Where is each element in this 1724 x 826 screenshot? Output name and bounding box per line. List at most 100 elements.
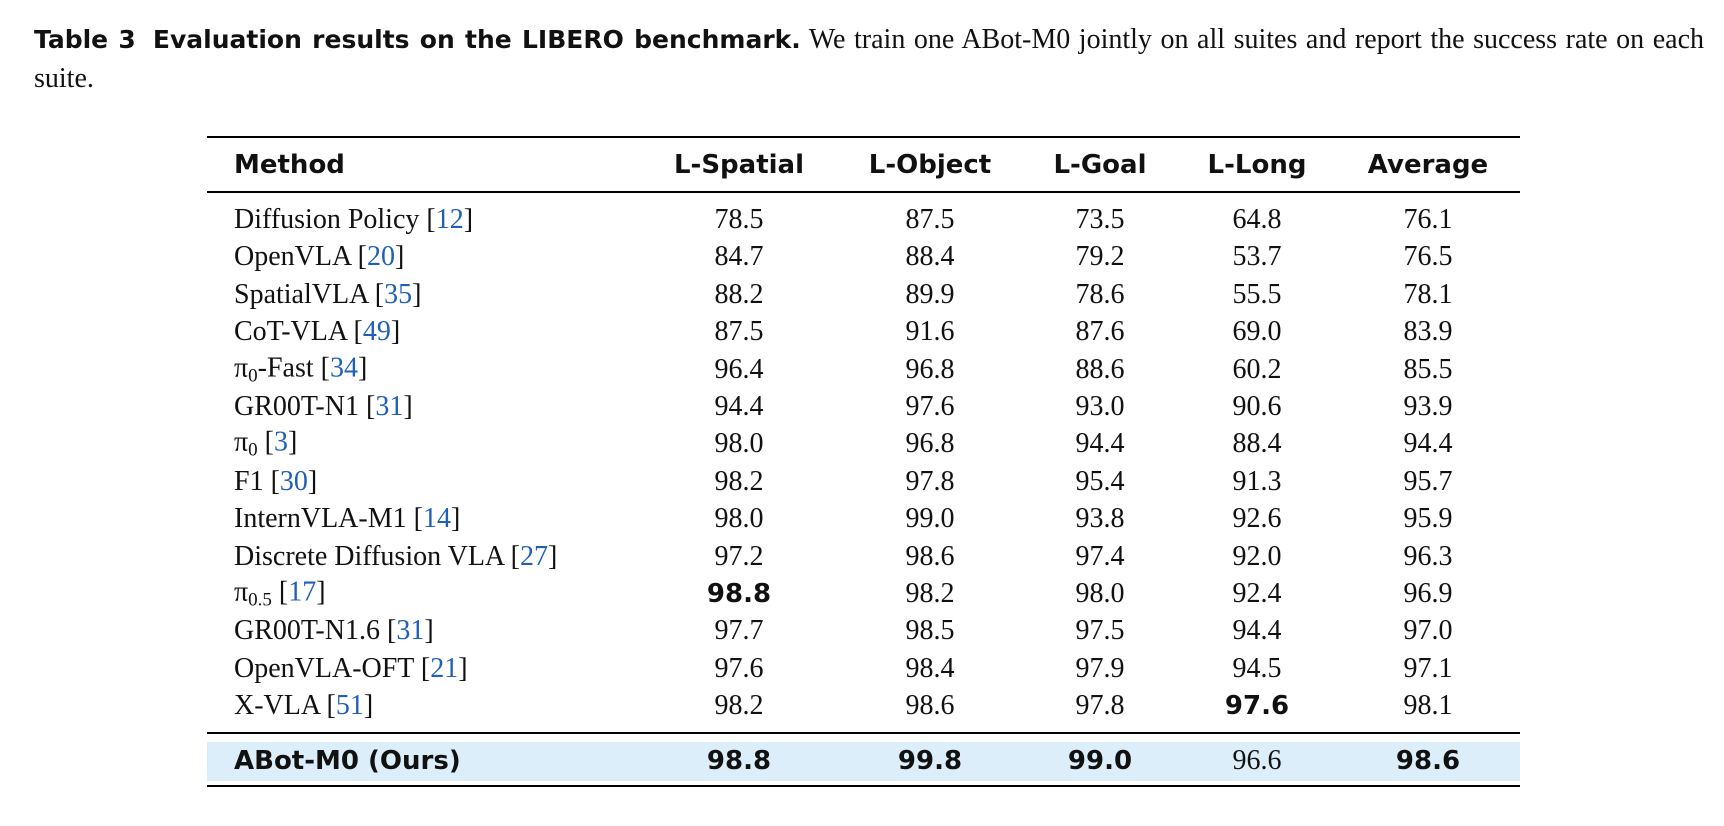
value-cell: 97.2 xyxy=(714,540,764,572)
value-cell: 76.5 xyxy=(1403,241,1453,273)
value-cell: 90.6 xyxy=(1232,391,1282,422)
method-subscript: 0 xyxy=(248,365,258,387)
caption: Table 3 Evaluation results on the LIBERO… xyxy=(34,20,1704,98)
value-cell: 89.9 xyxy=(905,278,955,310)
top-rule xyxy=(207,136,1520,138)
method-name: SpatialVLA xyxy=(234,278,368,310)
method-subscript: 0 xyxy=(248,439,258,461)
value-cell: 87.5 xyxy=(905,204,955,235)
citation: 21 xyxy=(421,653,468,684)
citation-number: 31 xyxy=(375,391,404,422)
value-cell: 79.2 xyxy=(1075,241,1125,273)
citation-number: 21 xyxy=(430,652,459,684)
method-name: OpenVLA xyxy=(234,241,351,273)
value-cell: 98.2 xyxy=(714,690,764,722)
method-name: GR00T-N1.6 xyxy=(234,615,380,647)
citation-number: 20 xyxy=(366,241,395,273)
citation: 12 xyxy=(426,204,473,235)
citation: 35 xyxy=(375,279,422,310)
value-cell: 98.0 xyxy=(714,428,764,460)
method-cell: GR00T-N1 31 xyxy=(234,391,413,423)
value-cell: 88.4 xyxy=(1232,428,1282,460)
method-cell: SpatialVLA 35 xyxy=(234,279,421,311)
header-cell: L-Long xyxy=(1207,150,1307,180)
value-cell: 95.7 xyxy=(1403,465,1453,497)
value-cell: 93.0 xyxy=(1075,391,1125,422)
citation-number: 51 xyxy=(335,690,364,722)
value-cell: 73.5 xyxy=(1075,204,1125,235)
value-cell: 96.8 xyxy=(905,353,955,385)
citation: 27 xyxy=(511,541,558,572)
value-cell: 98.1 xyxy=(1403,690,1453,722)
header-cell: L-Object xyxy=(868,150,992,180)
method-subscript: 0.5 xyxy=(248,589,272,611)
value-cell: 88.2 xyxy=(714,278,764,310)
citation-number: 30 xyxy=(279,465,308,497)
value-cell: 98.2 xyxy=(714,465,764,497)
value-cell: 85.5 xyxy=(1403,353,1453,385)
citation: 49 xyxy=(354,316,401,347)
method-name: GR00T-N1 xyxy=(234,391,359,422)
bottom-rule xyxy=(207,785,1520,787)
value-cell: 98.5 xyxy=(905,615,955,647)
method-cell: F1 30 xyxy=(234,466,317,498)
highlight-band xyxy=(207,742,1520,781)
citation: 34 xyxy=(321,352,368,383)
value-cell: 97.8 xyxy=(1075,690,1125,722)
value-cell: 91.6 xyxy=(905,316,955,348)
method-cell: GR00T-N1.6 31 xyxy=(234,615,434,647)
caption-label: Table 3 xyxy=(34,25,136,54)
value-cell: 64.8 xyxy=(1232,204,1282,235)
method-cell: π0 3 xyxy=(234,427,297,462)
citation-number: 27 xyxy=(519,540,548,572)
value-cell: 97.6 xyxy=(905,391,955,422)
method-name: π xyxy=(234,576,249,608)
caption-text: We train one ABot-M0 jointly on all suit… xyxy=(34,24,1705,94)
value-cell: 84.7 xyxy=(714,241,764,273)
value-cell: 95.9 xyxy=(1403,503,1453,535)
value-cell: 94.4 xyxy=(1232,615,1282,647)
value-cell: 96.3 xyxy=(1403,540,1453,572)
method-cell: CoT-VLA 49 xyxy=(234,316,400,348)
method-name: CoT-VLA xyxy=(234,316,347,348)
method-name: F1 xyxy=(234,465,264,497)
value-cell: 98.8 xyxy=(706,746,772,776)
method-name: X-VLA xyxy=(234,690,320,722)
value-cell: 98.6 xyxy=(905,540,955,572)
method-name: Diffusion Policy xyxy=(234,204,420,235)
value-cell: 97.8 xyxy=(905,465,955,497)
value-cell: 88.6 xyxy=(1075,353,1125,385)
value-cell: 87.5 xyxy=(714,316,764,348)
citation-number: 12 xyxy=(435,204,464,235)
method-name: π xyxy=(234,352,249,384)
value-cell: 97.7 xyxy=(714,615,764,647)
method-cell: Diffusion Policy 12 xyxy=(234,204,473,236)
method-cell: ABot-M0 (Ours) xyxy=(234,746,461,776)
caption-title: Evaluation results on the LIBERO benchma… xyxy=(152,25,801,54)
value-cell: 96.4 xyxy=(714,353,764,385)
mid-rule xyxy=(207,732,1520,734)
value-cell: 97.6 xyxy=(714,652,764,684)
value-cell: 94.5 xyxy=(1232,652,1282,684)
value-cell: 78.6 xyxy=(1075,278,1125,310)
method-cell: Discrete Diffusion VLA 27 xyxy=(234,541,557,573)
citation: 17 xyxy=(279,577,326,608)
value-cell: 94.4 xyxy=(714,391,764,422)
value-cell: 94.4 xyxy=(1075,428,1125,460)
value-cell: 69.0 xyxy=(1232,316,1282,348)
value-cell: 97.0 xyxy=(1403,615,1453,647)
header-cell: Method xyxy=(234,150,345,180)
header-cell: L-Spatial xyxy=(673,150,805,180)
citation: 30 xyxy=(271,466,318,497)
value-cell: 99.0 xyxy=(1067,746,1133,776)
citation-number: 3 xyxy=(273,426,288,458)
value-cell: 78.1 xyxy=(1403,278,1453,310)
method-cell: π0.5 17 xyxy=(234,577,326,612)
value-cell: 98.0 xyxy=(714,503,764,535)
value-cell: 98.6 xyxy=(905,690,955,722)
citation-number: 34 xyxy=(329,352,358,384)
value-cell: 98.8 xyxy=(706,579,772,609)
value-cell: 97.6 xyxy=(1224,691,1290,722)
